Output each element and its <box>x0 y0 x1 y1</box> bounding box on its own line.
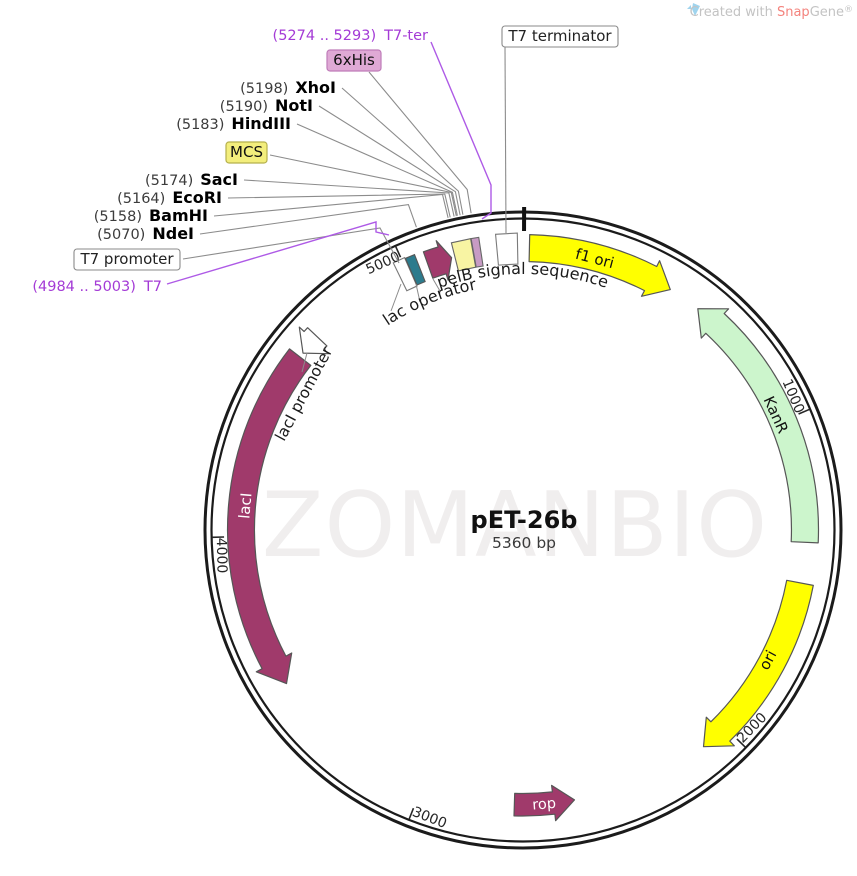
t7-ter-primer-name: T7-ter <box>383 28 428 44</box>
t7-promoter-label-text: T7 promoter <box>79 250 174 268</box>
site-label-NotI: (5190) NotI <box>220 96 313 115</box>
feature-callout-line-2 <box>432 278 441 292</box>
enzyme-name: SacI <box>200 170 238 189</box>
mcs-chip-leader-line <box>269 154 457 217</box>
feature-callout-line-1 <box>415 283 421 303</box>
credit-text: Created with SnapGene® <box>690 5 853 20</box>
site-label-SacI: (5174) SacI <box>145 170 238 189</box>
t7-ter-primer-line <box>430 41 492 220</box>
enzyme-name: NdeI <box>152 224 194 243</box>
site-label-XhoI: (5198) XhoI <box>240 78 336 97</box>
site-label-HindIII: (5183) HindIII <box>176 114 291 133</box>
enzyme-name: HindIII <box>231 114 291 133</box>
t7-terminator-label-bg <box>501 25 619 48</box>
t7-ter-primer-range: (5274 .. 5293) <box>273 28 377 44</box>
t7-terminator-label-text: T7 terminator <box>507 27 612 45</box>
feature-callout-line-0 <box>390 283 402 312</box>
t7-ter-primer-label: (5274 .. 5293) T7-ter <box>273 28 428 44</box>
site-position: (5174) <box>145 173 193 189</box>
tick-2000 <box>736 738 747 748</box>
mcs-chip-bg <box>225 141 268 164</box>
t7-promoter-label-bg <box>73 248 181 271</box>
his6-chip-text: 6xHis <box>333 51 375 69</box>
NotI-leader-line <box>318 105 461 216</box>
t7-primer-name: T7 <box>143 279 162 295</box>
credit-gene: Gene <box>810 5 844 20</box>
t7-primer-range: (4984 .. 5003) <box>32 279 136 295</box>
t7-promoter-label-leader-line <box>182 227 400 264</box>
plasmid-name: pET-26b <box>471 506 578 534</box>
rop-label: rop <box>532 796 557 814</box>
mcs-chip-text: MCS <box>230 143 263 161</box>
laci-promoter-feature <box>298 326 330 355</box>
ori-feature <box>702 579 814 748</box>
enzyme-name: XhoI <box>295 78 336 97</box>
site-label-NdeI: (5070) NdeI <box>97 224 194 243</box>
laci-feature <box>226 348 312 685</box>
credit-snap: Snap <box>777 5 810 20</box>
kanr-feature <box>697 308 820 544</box>
his6-chip-bg <box>326 49 382 72</box>
lac-operator-feature <box>404 253 426 286</box>
enzyme-name: BamHI <box>149 206 208 225</box>
site-position: (5190) <box>220 99 268 115</box>
enzyme-name: NotI <box>275 96 313 115</box>
his6-feature <box>470 236 484 268</box>
t7-primer-label: (4984 .. 5003) T7 <box>32 279 162 295</box>
t7-primer-line <box>166 221 390 285</box>
site-position: (5183) <box>176 117 224 133</box>
plasmid-size: 5360 bp <box>492 534 556 552</box>
snapgene-icon-flame <box>692 3 700 16</box>
site-position: (5158) <box>94 209 142 225</box>
SacI-leader-line <box>243 179 455 217</box>
XhoI-leader-line <box>341 87 464 215</box>
f1-ori-feature <box>528 234 671 297</box>
t7-terminator-feature <box>494 232 519 266</box>
snapgene-credit: Created with SnapGene® <box>687 3 853 20</box>
t7-promoter-feature <box>392 256 418 292</box>
tick-5000 <box>394 245 402 258</box>
laci-label: lacI <box>235 492 255 520</box>
pelb-feature <box>422 240 453 281</box>
site-label-EcoRI: (5164) EcoRI <box>117 188 222 207</box>
site-position: (5198) <box>240 81 288 97</box>
snapgene-icon <box>687 5 691 9</box>
site-position: (5070) <box>97 227 145 243</box>
site-label-BamHI: (5158) BamHI <box>94 206 208 225</box>
feature-callout-line-3 <box>301 352 308 373</box>
site-position: (5164) <box>117 191 165 207</box>
rop-feature <box>513 784 576 822</box>
tick-label-4000: 4000 <box>213 538 230 574</box>
his6-chip-leader-line <box>368 71 472 214</box>
tick-1000 <box>798 408 810 415</box>
EcoRI-leader-line <box>227 193 451 218</box>
watermark: ZOMANBIO <box>262 473 768 578</box>
credit-reg: ® <box>844 5 853 15</box>
HindIII-leader-line <box>296 123 458 216</box>
NdeI-leader-line <box>199 203 417 235</box>
enzyme-name: EcoRI <box>172 188 222 207</box>
t7-terminator-label-leader-line <box>504 46 507 234</box>
BamHI-leader-line <box>213 193 449 219</box>
tick-3000 <box>408 807 415 820</box>
credit-prefix: Created with <box>690 5 777 20</box>
